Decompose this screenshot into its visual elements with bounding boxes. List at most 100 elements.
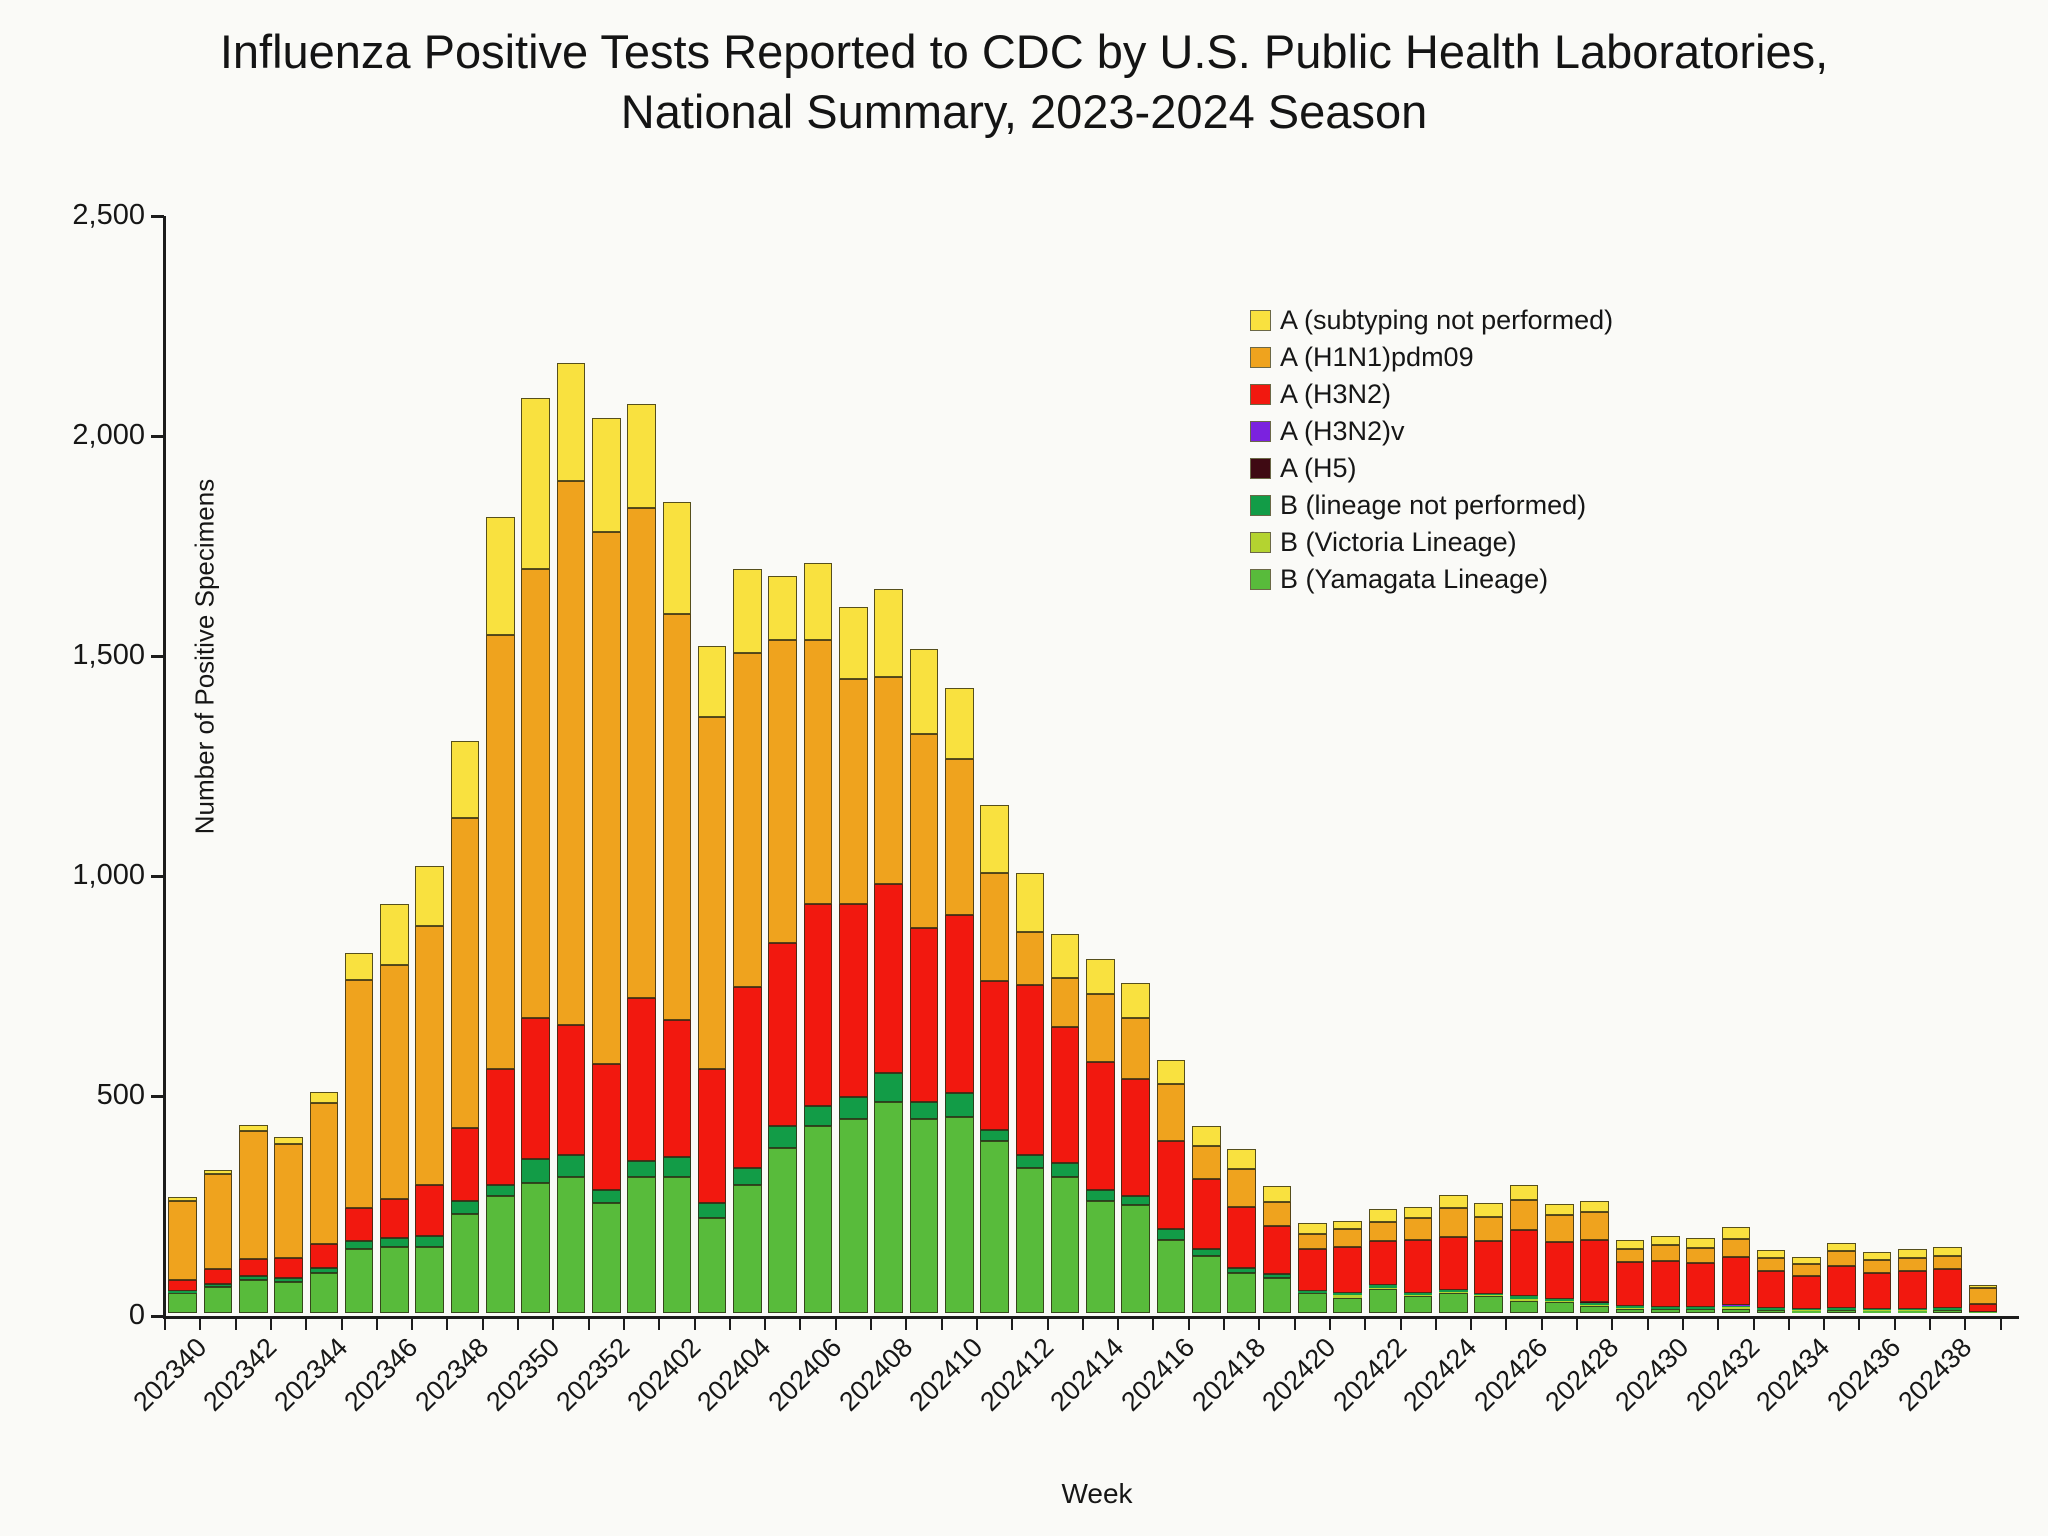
segment-202424-a-h1n1-pdm09 xyxy=(1439,1208,1468,1237)
x-tick xyxy=(1434,1319,1437,1330)
segment-202407-a-h1n1-pdm09 xyxy=(839,679,868,904)
x-tick-label: 202432 xyxy=(1680,1332,1766,1417)
legend-label: B (lineage not performed) xyxy=(1280,490,1587,520)
segment-202348-b-lineage-not-performed xyxy=(450,1200,480,1214)
segment-202414-b-yamagata-lineage xyxy=(1086,1200,1115,1313)
segment-202436-b-victoria-lineage xyxy=(1862,1309,1892,1311)
segment-202402-a-subtyping-not-performed xyxy=(662,502,692,615)
x-tick-label: 202438 xyxy=(1891,1332,1977,1417)
segment-202431-a-h3n2 xyxy=(1686,1263,1715,1308)
x-tick xyxy=(1399,1319,1402,1330)
x-tick-label: 202414 xyxy=(1044,1332,1130,1417)
segment-202424-a-h3n2 xyxy=(1439,1236,1468,1290)
segment-202341-a-h3n2 xyxy=(203,1268,233,1284)
segment-202416-a-h3n2 xyxy=(1156,1141,1186,1230)
segment-202438-a-h1n1-pdm09 xyxy=(1933,1256,1962,1269)
segment-202434-a-subtyping-not-performed xyxy=(1792,1257,1821,1264)
x-tick-label: 202408 xyxy=(832,1332,918,1417)
segment-202419-b-yamagata-lineage xyxy=(1262,1277,1292,1313)
segment-202345-a-h1n1-pdm09 xyxy=(344,979,374,1209)
segment-202343-a-h3n2 xyxy=(274,1258,303,1278)
segment-202425-b-yamagata-lineage xyxy=(1474,1296,1504,1313)
segment-202426-a-h1n1-pdm09 xyxy=(1509,1199,1539,1231)
bar-202423 xyxy=(1403,1207,1433,1313)
segment-202351-b-lineage-not-performed xyxy=(556,1154,586,1177)
segment-202433-b-victoria-lineage xyxy=(1756,1309,1786,1311)
segment-202408-b-lineage-not-performed xyxy=(874,1073,903,1102)
x-tick xyxy=(481,1319,484,1330)
segment-202417-a-h1n1-pdm09 xyxy=(1192,1145,1221,1179)
segment-202412-a-subtyping-not-performed xyxy=(1015,873,1045,933)
segment-202418-b-lineage-not-performed xyxy=(1227,1268,1256,1274)
segment-202344-a-h1n1-pdm09 xyxy=(309,1103,339,1244)
segment-202417-b-yamagata-lineage xyxy=(1192,1255,1221,1313)
segment-202406-a-h3n2 xyxy=(803,903,833,1107)
segment-202424-a-subtyping-not-performed xyxy=(1439,1195,1468,1209)
segment-202432-b-yamagata-lineage xyxy=(1721,1308,1751,1313)
segment-202408-b-yamagata-lineage xyxy=(874,1101,903,1313)
x-tick xyxy=(658,1319,661,1330)
x-tick xyxy=(764,1319,767,1330)
segment-202427-b-lineage-not-performed xyxy=(1545,1298,1574,1301)
segment-202347-a-subtyping-not-performed xyxy=(415,866,445,926)
segment-202432-a-h3n2 xyxy=(1721,1256,1751,1306)
segment-202437-b-victoria-lineage xyxy=(1898,1309,1927,1311)
segment-202430-a-h3n2 xyxy=(1650,1260,1680,1307)
segment-202408-a-h1n1-pdm09 xyxy=(874,677,903,885)
bar-202433 xyxy=(1756,1249,1786,1313)
segment-202403-a-h3n2 xyxy=(697,1068,727,1204)
segment-202342-a-h3n2 xyxy=(238,1258,268,1277)
segment-202427-a-h3n2 xyxy=(1545,1241,1574,1299)
segment-202407-a-subtyping-not-performed xyxy=(839,606,868,680)
x-tick xyxy=(1470,1319,1473,1330)
y-tick-label: 1,500 xyxy=(72,639,145,671)
x-tick xyxy=(905,1319,908,1330)
segment-202341-a-h1n1-pdm09 xyxy=(203,1174,233,1269)
legend-swatch xyxy=(1250,458,1271,479)
segment-202437-b-lineage-not-performed xyxy=(1898,1308,1927,1310)
x-tick-label: 202404 xyxy=(691,1332,777,1417)
legend-item: B (Yamagata Lineage) xyxy=(1250,561,1613,598)
segment-202407-a-h3n2 xyxy=(839,903,868,1098)
segment-202424-b-lineage-not-performed xyxy=(1439,1289,1468,1292)
segment-202437-a-subtyping-not-performed xyxy=(1898,1249,1927,1259)
segment-202412-b-yamagata-lineage xyxy=(1015,1167,1045,1313)
segment-202344-b-lineage-not-performed xyxy=(309,1268,339,1274)
bar-202415 xyxy=(1121,982,1151,1313)
segment-202341-b-lineage-not-performed xyxy=(203,1283,233,1287)
bar-202418 xyxy=(1227,1149,1256,1313)
segment-202409-b-lineage-not-performed xyxy=(909,1101,939,1120)
segment-202427-b-yamagata-lineage xyxy=(1545,1302,1574,1313)
bar-202432 xyxy=(1721,1226,1751,1313)
segment-202350-a-h3n2 xyxy=(521,1018,550,1160)
x-tick xyxy=(1540,1319,1543,1330)
bar-202420 xyxy=(1297,1222,1327,1313)
bar-202439 xyxy=(1968,1284,1998,1313)
segment-202402-a-h1n1-pdm09 xyxy=(662,614,692,1021)
segment-202421-b-lineage-not-performed xyxy=(1333,1293,1362,1296)
x-tick xyxy=(799,1319,802,1330)
legend-label: A (H3N2) xyxy=(1280,379,1392,409)
x-tick-label: 202430 xyxy=(1609,1332,1695,1417)
segment-202434-a-h3n2 xyxy=(1792,1276,1821,1310)
segment-202344-a-h3n2 xyxy=(309,1243,339,1269)
legend-item: A (H3N2) xyxy=(1250,376,1613,413)
segment-202438-b-yamagata-lineage xyxy=(1933,1310,1962,1313)
segment-202423-b-victoria-lineage xyxy=(1403,1295,1433,1297)
plot-area: 0 500 1,000 1,500 2,000 2,500 202340 202342 202… xyxy=(72,199,2019,1509)
x-tick xyxy=(234,1319,237,1330)
segment-202406-b-lineage-not-performed xyxy=(803,1106,833,1126)
segment-202415-b-lineage-not-performed xyxy=(1121,1196,1151,1206)
segment-202413-a-subtyping-not-performed xyxy=(1050,934,1080,979)
x-tick xyxy=(1893,1319,1896,1330)
x-tick xyxy=(1258,1319,1261,1330)
x-tick xyxy=(1823,1319,1826,1330)
segment-202346-a-h3n2 xyxy=(380,1198,409,1239)
bar-202436 xyxy=(1862,1252,1892,1313)
x-tick xyxy=(1681,1319,1684,1330)
segment-202343-a-h1n1-pdm09 xyxy=(274,1143,303,1259)
segment-202433-b-yamagata-lineage xyxy=(1756,1310,1786,1313)
segment-202403-a-h1n1-pdm09 xyxy=(697,716,727,1069)
segment-202426-b-yamagata-lineage xyxy=(1509,1300,1539,1313)
